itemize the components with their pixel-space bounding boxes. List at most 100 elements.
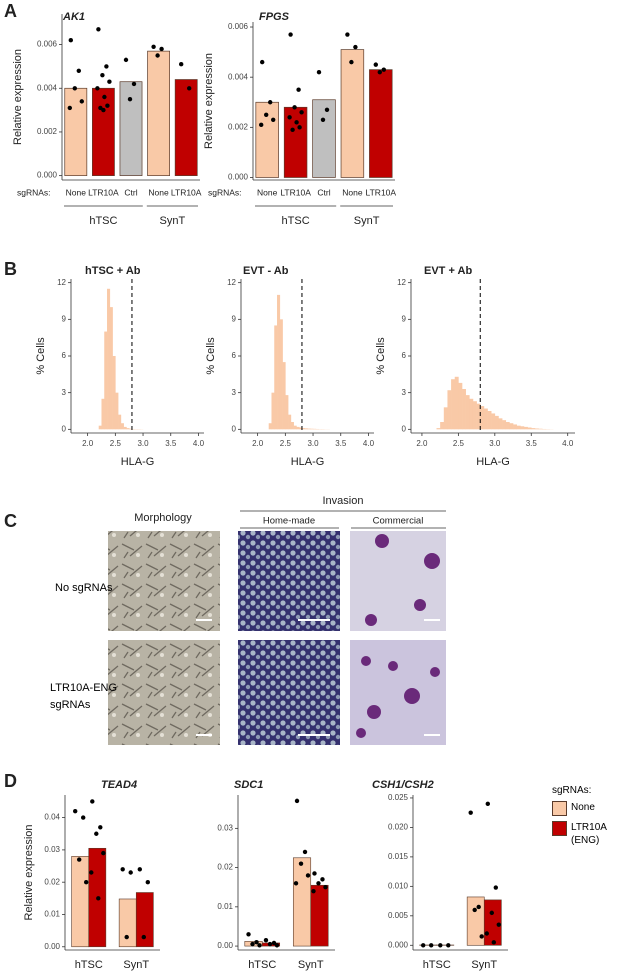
data-point — [316, 69, 322, 75]
data-point — [274, 943, 280, 948]
data-point — [298, 861, 304, 866]
x-tick-label: 3.0 — [137, 439, 149, 448]
data-point — [472, 907, 477, 913]
legend-title: sgRNAs: — [552, 785, 592, 796]
histogram-bar — [483, 408, 488, 430]
data-point — [128, 870, 133, 875]
data-point — [100, 72, 105, 78]
data-point — [179, 62, 184, 67]
histogram-bar — [494, 415, 499, 430]
bar — [147, 50, 170, 176]
data-point — [72, 86, 78, 91]
x-tick-label: LTR10A — [88, 187, 119, 197]
y-tick-label: 0.03 — [44, 845, 60, 854]
data-point — [264, 112, 269, 117]
data-point — [429, 943, 434, 948]
x-tick-label: Ctrl — [317, 187, 330, 197]
histogram-bar — [480, 406, 485, 430]
y-tick-label: 0.000 — [37, 171, 58, 180]
y-axis-label: % Cells — [205, 337, 217, 375]
y-tick-label: 0 — [232, 424, 237, 433]
y-tick-label: 0.004 — [37, 83, 58, 92]
y-tick-label: 0.000 — [388, 940, 409, 949]
data-point — [324, 107, 330, 112]
histogram-bar — [509, 423, 514, 430]
histogram-bar — [285, 395, 289, 430]
y-tick-label: 0.015 — [388, 852, 409, 861]
data-point — [257, 943, 262, 948]
data-point — [155, 53, 160, 58]
legend-entry: LTR10A (ENG) — [552, 821, 613, 847]
y-tick-label: 0.006 — [228, 22, 249, 31]
bar — [119, 81, 143, 176]
data-point — [90, 799, 95, 804]
micrograph — [238, 531, 340, 631]
histogram-bar — [516, 425, 521, 430]
y-tick-label: 0.005 — [388, 911, 409, 920]
column-subtitle: Home-made — [263, 516, 315, 527]
y-tick-label: 0.002 — [228, 122, 249, 131]
data-point — [484, 931, 489, 936]
y-tick-label: 3 — [402, 388, 407, 397]
histogram-bar — [301, 428, 306, 430]
x-tick-label: 4.0 — [193, 439, 205, 448]
data-point — [493, 885, 498, 890]
chart-title: SDC1 — [234, 779, 263, 791]
micrograph — [238, 640, 340, 745]
histogram-bar — [123, 426, 127, 430]
data-point — [292, 105, 297, 110]
x-tick-label: 2.5 — [453, 439, 465, 448]
data-point — [485, 801, 490, 807]
histogram-bar — [274, 325, 278, 430]
data-point — [316, 881, 321, 886]
data-point — [102, 94, 107, 100]
data-point — [287, 115, 292, 120]
data-point — [145, 879, 150, 885]
column-title: Morphology — [134, 512, 192, 524]
x-tick-label: 3.5 — [335, 439, 347, 448]
y-tick-label: 3 — [62, 388, 67, 397]
data-point — [373, 62, 378, 67]
histogram-bar — [491, 413, 496, 430]
x-axis-label: HLA-G — [291, 456, 325, 468]
data-point — [101, 850, 106, 856]
data-point — [299, 110, 304, 115]
data-point — [96, 896, 101, 901]
y-tick-label: 12 — [227, 278, 236, 287]
histogram-bar — [293, 425, 297, 430]
histogram-bar — [469, 398, 474, 430]
data-point — [476, 904, 481, 910]
panel-label: C — [4, 511, 17, 531]
stained-cells — [356, 534, 440, 738]
x-tick-label: 2.5 — [280, 439, 292, 448]
data-point — [263, 937, 269, 943]
histogram-bar — [299, 427, 303, 430]
chart-title: EVT - Ab — [243, 265, 289, 277]
data-point — [381, 67, 386, 72]
category-axis-label: sgRNAs: — [208, 187, 242, 197]
x-tick-label: SynT — [123, 959, 149, 971]
data-point — [353, 44, 358, 50]
data-point — [479, 934, 484, 939]
data-point — [81, 815, 86, 820]
data-point — [349, 59, 354, 65]
histogram-bar — [465, 395, 470, 430]
data-point — [250, 941, 255, 947]
histogram-bar — [476, 403, 481, 430]
histogram-bar — [126, 428, 130, 430]
data-point — [67, 105, 73, 111]
micrograph — [108, 640, 220, 745]
bar — [135, 892, 154, 948]
bar — [369, 69, 393, 178]
y-axis-label: Relative expression — [203, 53, 215, 149]
data-point — [254, 939, 259, 945]
histogram-bar — [447, 390, 452, 430]
histogram-bar — [527, 427, 532, 430]
data-point — [104, 64, 109, 69]
y-tick-label: 3 — [232, 388, 237, 397]
x-tick-label: 2.0 — [82, 439, 94, 448]
bar — [340, 49, 365, 178]
histogram-bar — [104, 331, 108, 430]
y-tick-label: 0.025 — [388, 793, 409, 802]
